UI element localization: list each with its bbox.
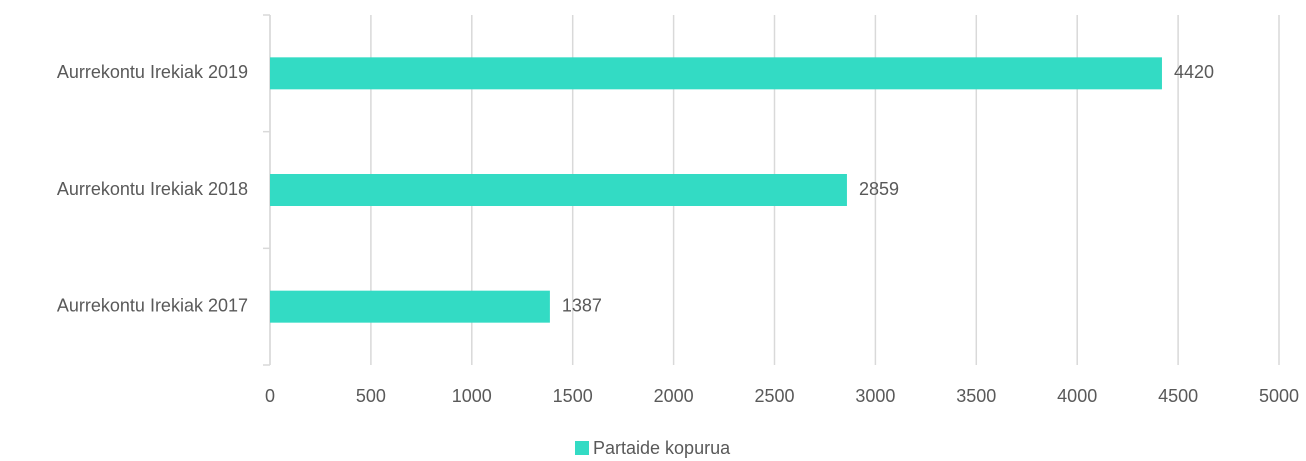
value-label: 1387 xyxy=(562,295,602,315)
legend-label: Partaide kopurua xyxy=(593,438,731,458)
x-tick-label: 4000 xyxy=(1057,386,1097,406)
bar xyxy=(270,57,1162,90)
x-tick-label: 4500 xyxy=(1158,386,1198,406)
y-tick-label: Aurrekontu Irekiak 2018 xyxy=(57,179,248,199)
x-tick-label: 2000 xyxy=(654,386,694,406)
bar xyxy=(270,290,550,323)
x-tick-label: 3000 xyxy=(855,386,895,406)
bar xyxy=(270,174,847,206)
value-label: 2859 xyxy=(859,179,899,199)
x-tick-label: 1000 xyxy=(452,386,492,406)
legend-swatch xyxy=(575,441,589,455)
y-tick-label: Aurrekontu Irekiak 2019 xyxy=(57,62,248,82)
y-tick-label: Aurrekontu Irekiak 2017 xyxy=(57,295,248,315)
x-tick-label: 5000 xyxy=(1259,386,1299,406)
x-tick-label: 0 xyxy=(265,386,275,406)
x-tick-label: 1500 xyxy=(553,386,593,406)
value-label: 4420 xyxy=(1174,62,1214,82)
x-tick-label: 3500 xyxy=(956,386,996,406)
x-tick-label: 500 xyxy=(356,386,386,406)
x-tick-label: 2500 xyxy=(754,386,794,406)
